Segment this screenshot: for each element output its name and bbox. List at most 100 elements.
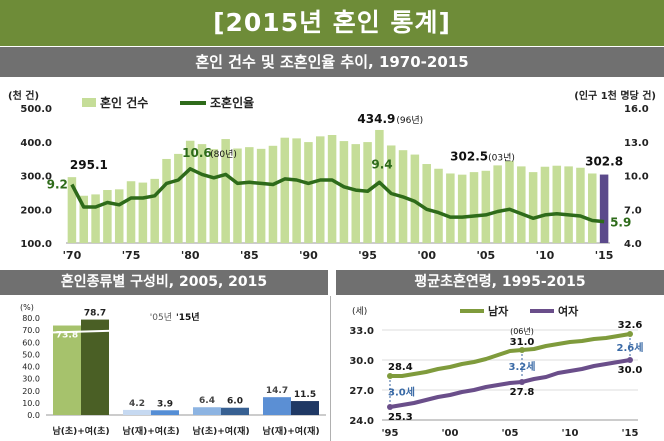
chart1-bar (576, 167, 585, 243)
chart2-value-label-2005: 14.7 (266, 386, 288, 396)
chart3-female-line (389, 358, 631, 409)
chart1-bar (67, 177, 77, 243)
chart3-y-tick-label: 24.0 (349, 416, 374, 427)
chart2-value-label-2005: 4.2 (129, 399, 145, 409)
chart1-bar (528, 172, 538, 243)
chart1-annotation-1980-note: (80년) (210, 149, 237, 160)
chart2-y-tick-label: 80.0 (22, 314, 40, 323)
chart1-bar (457, 174, 467, 243)
chart1-legend-bar-label: 혼인 건수 (100, 95, 148, 110)
chart1-annotation-2003-count: 302.5 (450, 150, 488, 164)
chart1-x-tick-label: '15 (595, 249, 614, 262)
chart1-bar (599, 174, 609, 243)
chart2-value-label-2015: 6.0 (227, 397, 243, 407)
chart2-bar-2015 (81, 319, 109, 415)
chart1-bar (351, 144, 360, 243)
chart1-bar (434, 168, 443, 243)
chart1-bar (540, 166, 550, 243)
chart1-y-tick-label: 200.0 (20, 205, 52, 216)
chart2-value-label-2015: 3.9 (157, 399, 173, 409)
chart1-bar (469, 172, 479, 243)
chart1-bar (221, 139, 230, 243)
chart1-bar (280, 137, 290, 243)
chart1-x-tick-label: '70 (63, 249, 82, 262)
chart1-bar (446, 173, 455, 243)
chart3-annotation-2015-gap: 2.6세 (617, 341, 644, 354)
chart1-y2-tick-label: 4.0 (624, 239, 642, 250)
chart3-annotation-2015-female: 30.0 (618, 365, 643, 376)
chart1-bar (304, 142, 313, 243)
chart1-bar (268, 145, 278, 243)
chart1-y2-tick-label: 7.0 (624, 205, 642, 216)
chart2-category-label: 남(초)+여(재) (192, 425, 249, 437)
chart1-bar (316, 136, 325, 243)
chart2-bar-2005 (193, 407, 221, 415)
chart1-bar (375, 129, 384, 243)
chart1-y-tick-label: 100.0 (20, 239, 52, 250)
chart1-bar (481, 170, 491, 243)
chart2-bar-2015 (291, 401, 319, 415)
chart1-y-tick-label: 500.0 (20, 104, 52, 115)
chart2-value-label-2005: 6.4 (199, 396, 215, 406)
chart1-bar (233, 148, 242, 243)
chart3-point-marker (519, 347, 525, 353)
chart2-y-tick-label: 40.0 (22, 363, 40, 372)
chart1-annotation-1970-rate: 9.2 (47, 178, 68, 192)
chart1-bar (79, 195, 88, 243)
chart3-annotation-2015-male: 32.6 (618, 320, 643, 331)
chart1-y-tick-label: 300.0 (20, 172, 52, 183)
chart3-point-marker (627, 331, 633, 337)
chart1-legend-bar-swatch (82, 98, 96, 107)
chart2-bar-2005 (263, 397, 291, 415)
chart1-bar (422, 164, 431, 243)
chart3-annotation-1995-male: 28.4 (388, 362, 413, 373)
page-title: [2015년 혼인 통계] (0, 0, 664, 46)
chart3-annotation-2006-female: 27.8 (510, 387, 535, 398)
chart3-annotation-1995-female: 25.3 (388, 412, 413, 423)
chart1-bar (564, 166, 573, 243)
chart2-bar-2015 (151, 410, 179, 415)
chart2-value-label-2005: 73.8 (56, 331, 78, 341)
chart3-annotation-2006-male: 31.0 (510, 337, 535, 348)
chart2-y-tick-label: 30.0 (22, 375, 40, 384)
chart2-bar-2005 (53, 325, 81, 415)
chart3-point-marker (387, 373, 393, 379)
chart2-y-tick-label: 10.0 (22, 399, 40, 408)
chart1-y2-tick-label: 16.0 (624, 104, 649, 115)
chart3-y-tick-label: 33.0 (349, 326, 374, 337)
chart1-bar (126, 181, 136, 243)
chart3-x-tick-label: '05 (502, 428, 519, 439)
chart3-point-marker (627, 357, 633, 363)
chart1-bar (114, 189, 124, 243)
chart2-bar-2005 (123, 409, 151, 415)
chart1-bar (410, 154, 420, 243)
chart1-bar (138, 182, 148, 243)
chart1-annotation-1996-count: 434.9 (357, 112, 395, 126)
chart1-y2-tick-label: 13.0 (624, 138, 649, 149)
chart3-y-unit: (세) (352, 306, 367, 317)
chart1-annotation-2003-note: (03년) (488, 153, 515, 164)
chart2-axis-break (50, 329, 112, 334)
chart1-bar (162, 158, 171, 243)
first-marriage-age-chart-title: 평균초혼연령, 1995-2015 (336, 270, 664, 295)
chart1-bar (327, 135, 337, 243)
chart1-x-tick-label: '85 (240, 249, 259, 262)
chart1-bar (185, 140, 195, 243)
chart1-annotation-2015-count: 302.8 (585, 155, 623, 169)
marriage-trend-chart-title: 혼인 건수 및 조혼인율 추이, 1970-2015 (0, 47, 664, 77)
chart1-bar (91, 194, 100, 243)
chart1-bar (245, 147, 254, 243)
chart1-x-tick-label: '95 (358, 249, 377, 262)
chart1-x-tick-label: '75 (122, 249, 141, 262)
chart1-legend-line-label: 조혼인율 (210, 95, 254, 110)
chart2-y-tick-label: 0.0 (27, 411, 40, 420)
chart2-legend-2005: '05년 (150, 312, 172, 323)
chart2-y-tick-label: 60.0 (22, 338, 40, 347)
marriage-type-chart-title: 혼인종류별 구성비, 2005, 2015 (0, 270, 328, 295)
chart2-y-unit: (%) (20, 303, 34, 312)
panel-divider (330, 296, 331, 441)
chart1-x-tick-label: '10 (536, 249, 555, 262)
chart1-y-tick-label: 400.0 (20, 138, 52, 149)
chart3-male-line (390, 332, 631, 378)
chart1-annotation-1980-rate: 10.6 (182, 146, 212, 160)
